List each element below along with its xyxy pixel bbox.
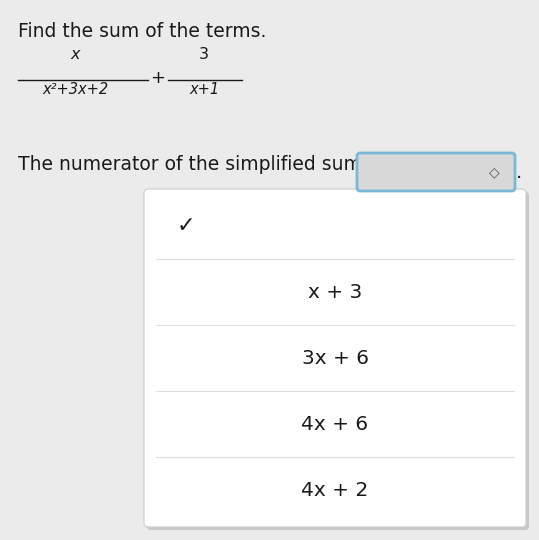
FancyBboxPatch shape [144,189,526,527]
Text: .: . [516,163,522,181]
Text: x²+3x+2: x²+3x+2 [42,82,108,97]
Text: 4x + 6: 4x + 6 [301,415,369,434]
FancyBboxPatch shape [147,192,529,530]
Text: x: x [70,47,80,62]
Text: 3x + 6: 3x + 6 [301,348,369,368]
Text: x + 3: x + 3 [308,282,362,301]
Text: ◇: ◇ [489,165,499,179]
Text: 3: 3 [199,47,209,62]
Text: 4x + 2: 4x + 2 [301,481,369,500]
Text: +: + [150,69,165,87]
Text: x+1: x+1 [189,82,219,97]
FancyBboxPatch shape [357,153,515,191]
Text: Find the sum of the terms.: Find the sum of the terms. [18,22,266,41]
Text: The numerator of the simplified sum is: The numerator of the simplified sum is [18,155,383,174]
Text: ✓: ✓ [177,216,195,236]
